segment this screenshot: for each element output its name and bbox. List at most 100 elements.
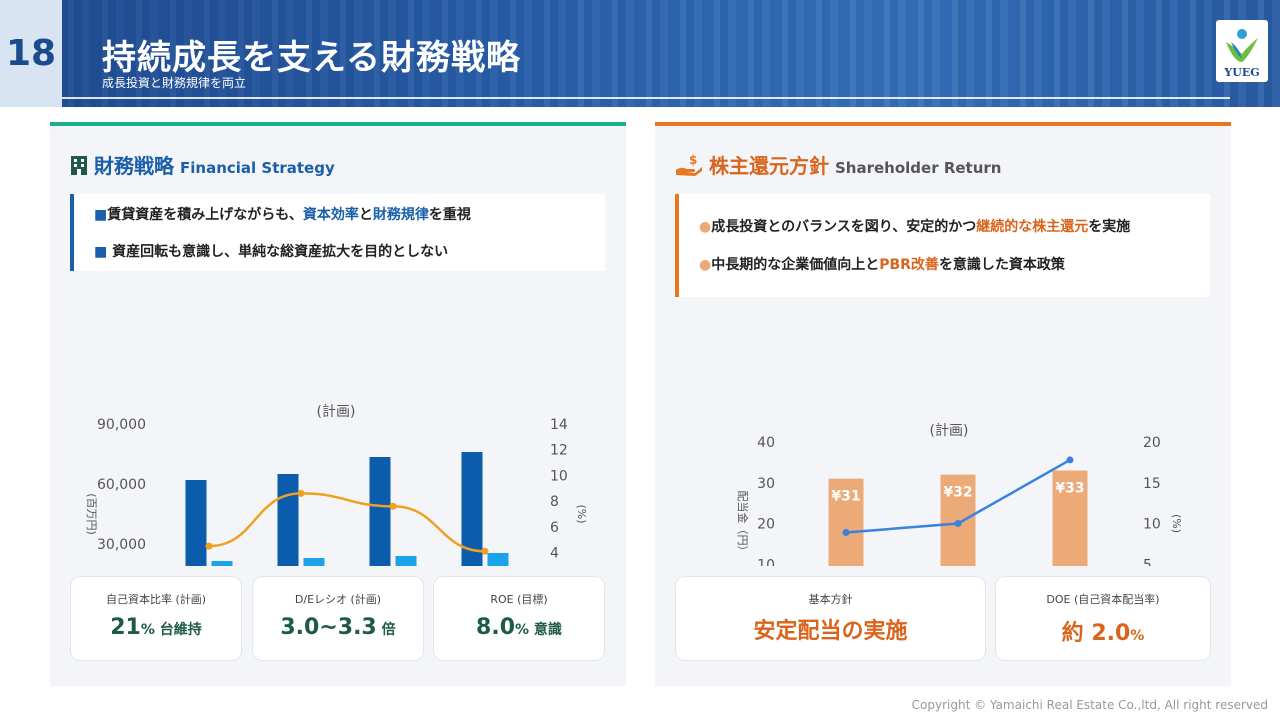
kpi-value: 3.0~3.3 倍: [280, 615, 396, 640]
bullet-square: ■: [94, 244, 108, 260]
point-配当性向: [842, 528, 850, 536]
company-logo: YUEG: [1216, 20, 1268, 82]
y2-tick-label: 8: [550, 494, 559, 510]
point-配当性向: [1066, 456, 1074, 464]
bar-総資産: [461, 452, 483, 566]
y2-axis-label: (%): [575, 504, 588, 523]
bullet-text: を重視: [428, 207, 471, 223]
return-bullet-2: ●中長期的な企業価値向上とPBR改善を意識した資本政策: [699, 254, 1065, 274]
kpi-label: D/Eレシオ (計画): [294, 593, 382, 606]
bar-1株当たり配当額(円): [828, 478, 864, 566]
y2-tick-label: 6: [550, 520, 559, 536]
bar-data-label: ¥32: [943, 485, 972, 501]
page-number: 18: [0, 0, 62, 107]
highlight-text: 財務規律: [372, 207, 429, 223]
strategy-bullet-2: ■ 資産回転も意識し、単純な総資産拡大を目的としない: [94, 241, 448, 261]
strategy-callout: ■賃貸資産を積み上げながらも、資本効率と財務規律を重視 ■ 資産回転も意識し、単…: [70, 194, 605, 271]
y2-tick-label: 12: [550, 443, 568, 459]
copyright: Copyright © Yamaichi Real Estate Co.,ltd…: [911, 698, 1268, 712]
panel-title: 株主還元方針: [709, 154, 829, 178]
highlight-text: 資本効率: [302, 207, 359, 223]
y-tick-label: 60,000: [97, 477, 146, 493]
bullet-text: ■賃貸資産を積み上げながらも、: [94, 207, 303, 223]
y2-tick-label: 10: [1143, 517, 1161, 533]
bullet-dot: ●: [699, 257, 712, 273]
bullet-text: 資産回転も意識し、単純な総資産拡大を目的としない: [107, 244, 449, 260]
kpi-basic-policy: 基本方針 安定配当の実施: [675, 576, 986, 661]
point-ROE: [205, 542, 213, 550]
bullet-text: を実施: [1088, 219, 1131, 235]
bullet-text: ■ 資産回転も意識し、単純な総資産拡大を目的としない: [94, 244, 448, 260]
bar-総資産: [185, 480, 207, 566]
financial-strategy-heading: 財務戦略 Financial Strategy: [70, 150, 335, 179]
dividend-chart: (計画)40302010020151050配当金（円）(%)27.3¥3128.…: [736, 423, 1183, 566]
bullet-square: ■: [94, 207, 108, 223]
kpi-label: DOE (自己資本配当率): [1046, 593, 1160, 606]
point-ROE: [481, 547, 489, 555]
bar-1株当たり配当額(円): [1052, 470, 1088, 566]
y2-tick-label: 20: [1143, 435, 1161, 451]
bullet-text: 成長投資とのバランスを図り、安定的かつ: [711, 219, 977, 235]
y2-tick-label: 10: [550, 468, 568, 484]
building-icon: [71, 156, 87, 175]
chart-annotation: (計画): [317, 404, 356, 420]
line-ROE: [208, 492, 486, 553]
bar-うち固定資産: [211, 561, 233, 566]
y-tick-label: 10: [757, 557, 775, 566]
header-banner: [0, 0, 1280, 107]
page-subtitle: 成長投資と財務規律を両立: [102, 76, 247, 90]
header-divider: [62, 97, 1230, 99]
financial-strategy-panel: 財務戦略 Financial Strategy ■賃貸資産を積み上げながらも、資本…: [50, 122, 626, 686]
panel-title-en: Shareholder Return: [835, 159, 1002, 177]
bullet-dot: ●: [699, 219, 712, 235]
shareholder-return-panel: $ 株主還元方針 Shareholder Return ●成長投資とのバランスを図…: [655, 122, 1231, 686]
bullet-text: と: [358, 207, 373, 223]
highlight-text: 継続的な株主還元: [976, 219, 1089, 235]
kpi-value: 21% 台維持: [110, 615, 202, 640]
bullet-text: 中長期的な企業価値向上と: [711, 257, 880, 273]
bar-data-label: ¥31: [831, 489, 860, 505]
y2-axis-label: (%): [1170, 514, 1183, 533]
hand-money-icon: $: [676, 153, 702, 176]
highlight-text: PBR改善: [879, 257, 939, 273]
panel-title: 財務戦略: [94, 154, 174, 178]
kpi-value: 約 2.0%: [1061, 621, 1145, 646]
y-axis-label: (百万円): [85, 493, 98, 535]
svg-text:$: $: [689, 154, 697, 167]
y-tick-label: 20: [757, 517, 775, 533]
kpi-label: 自己資本比率 (計画): [105, 593, 207, 606]
y-tick-label: 40: [757, 435, 775, 451]
page-title: 持続成長を支える財務戦略: [102, 38, 521, 78]
kpi-label: ROE (目標): [490, 593, 548, 606]
bar-うち固定資産: [487, 553, 509, 566]
return-bullet-1: ●成長投資とのバランスを図り、安定的かつ継続的な株主還元を実施: [699, 216, 1130, 236]
kpi-doe: DOE (自己資本配当率) 約 2.0%: [995, 576, 1211, 661]
strategy-bullet-1: ■賃貸資産を積み上げながらも、資本効率と財務規律を重視: [94, 204, 471, 224]
y-tick-label: 90,000: [97, 417, 146, 433]
kpi-de-ratio: D/Eレシオ (計画) 3.0~3.3 倍: [252, 576, 424, 661]
bar-総資産: [369, 457, 391, 566]
financial-chart: (計画)90,00060,00030,000014121086420(百万円)(…: [85, 404, 588, 566]
kpi-value: 安定配当の実施: [753, 619, 908, 644]
logo-icon: [1226, 29, 1258, 62]
y-tick-label: 30: [757, 476, 775, 492]
bullet-text: 賃貸資産を積み上げながらも、: [107, 207, 303, 223]
return-callout: ●成長投資とのバランスを図り、安定的かつ継続的な株主還元を実施 ●中長期的な企業…: [675, 194, 1210, 297]
kpi-equity-ratio: 自己資本比率 (計画) 21% 台維持: [70, 576, 242, 661]
kpi-value: 8.0% 意識: [476, 615, 562, 640]
shareholder-return-heading: $ 株主還元方針 Shareholder Return: [675, 150, 1001, 179]
bullet-text: を意識した資本政策: [938, 257, 1065, 273]
logo-text: YUEG: [1224, 66, 1260, 79]
chart-annotation: (計画): [930, 423, 969, 439]
y2-tick-label: 14: [550, 417, 568, 433]
point-配当性向: [954, 520, 962, 527]
bar-うち固定資産: [303, 558, 325, 566]
kpi-label: 基本方針: [808, 593, 853, 606]
y-tick-label: 30,000: [97, 537, 146, 553]
point-ROE: [297, 489, 305, 497]
y2-tick-label: 4: [550, 546, 559, 562]
y-axis-label: 配当金（円）: [736, 491, 750, 557]
point-ROE: [389, 502, 397, 510]
y2-tick-label: 5: [1143, 557, 1152, 566]
panel-title-en: Financial Strategy: [180, 159, 335, 177]
